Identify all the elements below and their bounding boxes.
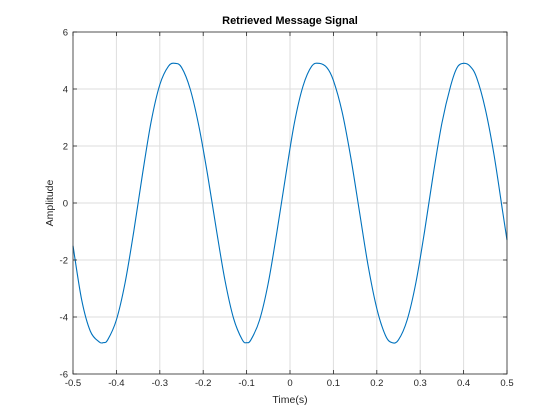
- x-tick-label: 0.5: [500, 378, 513, 389]
- y-tick-labels: -6 -4 -2 0 2 4 6: [60, 28, 68, 381]
- series-line: [72, 62, 508, 344]
- chart-title: Retrieved Message Signal: [222, 15, 358, 27]
- x-tick-label: -0.5: [65, 378, 81, 389]
- tick-marks: [72, 31, 508, 375]
- x-axis-label: Time(s): [272, 394, 307, 406]
- x-tick-label: 0.4: [457, 378, 470, 389]
- y-axis-label: Amplitude: [44, 180, 56, 227]
- y-tick-label: -6: [60, 370, 68, 381]
- y-tick-label: 2: [63, 142, 68, 153]
- y-tick-label: -4: [60, 313, 68, 324]
- series-layer: [72, 62, 508, 344]
- x-tick-label: -0.3: [152, 378, 168, 389]
- x-tick-label: -0.2: [195, 378, 211, 389]
- y-tick-label: 4: [63, 85, 68, 96]
- x-tick-label: 0.2: [370, 378, 383, 389]
- x-tick-label: -0.4: [108, 378, 124, 389]
- x-tick-label: 0: [287, 378, 292, 389]
- y-tick-label: 6: [63, 28, 68, 39]
- x-tick-labels: -0.5 -0.4 -0.3 -0.2 -0.1 0 0.1 0.2 0.3 0.4 0.5: [65, 378, 514, 389]
- grid-lines: [73, 32, 507, 374]
- x-tick-label: 0.3: [414, 378, 427, 389]
- y-tick-label: 0: [63, 199, 68, 210]
- x-tick-label: -0.1: [238, 378, 254, 389]
- y-tick-label: -2: [60, 256, 68, 267]
- x-tick-label: 0.1: [327, 378, 340, 389]
